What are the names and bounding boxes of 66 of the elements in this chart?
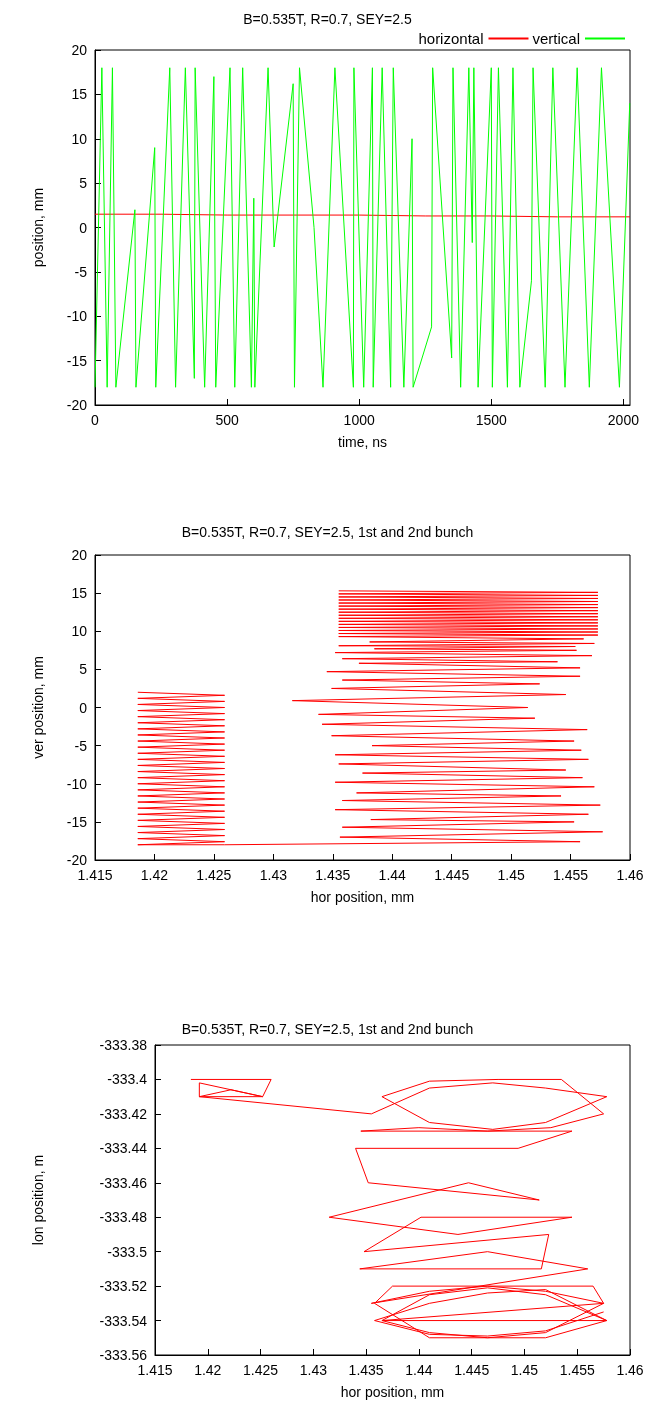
x-tick-label: 1.425 <box>243 1362 279 1378</box>
x-tick-label: 1.45 <box>497 867 525 883</box>
y-tick-label: -333.52 <box>99 1278 148 1295</box>
x-tick-label: 1.455 <box>559 1362 595 1378</box>
y-tick-label: 5 <box>79 661 88 678</box>
y-axis-title: position, mm <box>30 187 46 268</box>
y-tick-label: -333.54 <box>99 1312 148 1329</box>
y-tick-label: -20 <box>66 397 88 413</box>
x-tick-label: 1.455 <box>553 867 589 883</box>
y-tick-label: -10 <box>66 308 88 325</box>
y-tick-label: -333.5 <box>107 1243 148 1260</box>
x-tick-label: 1500 <box>475 412 508 428</box>
y-tick-label: 0 <box>79 219 88 236</box>
y-tick-label: -15 <box>66 813 88 830</box>
y-tick-label: -333.4 <box>107 1071 148 1088</box>
x-tick-label: 1.42 <box>194 1362 222 1378</box>
chart-title: B=0.535T, R=0.7, SEY=2.5, 1st and 2nd bunch <box>181 1021 474 1037</box>
y-axis-title: lon position, m <box>30 1154 46 1246</box>
y-tick-label: -333.48 <box>99 1209 148 1226</box>
x-tick-label: 1.445 <box>454 1362 490 1378</box>
y-tick-label: -333.46 <box>99 1174 148 1191</box>
x-tick-label: 1.435 <box>348 1362 384 1378</box>
chart-title: B=0.535T, R=0.7, SEY=2.5, 1st and 2nd bunch <box>181 524 474 540</box>
y-tick-label: -10 <box>66 775 88 792</box>
y-tick-label: 5 <box>79 175 88 192</box>
legend-label: vertical <box>532 30 580 47</box>
x-axis-title: time, ns <box>337 434 388 450</box>
y-tick-label: -333.56 <box>99 1347 148 1363</box>
x-tick-label: 1000 <box>343 412 375 428</box>
chart-title: B=0.535T, R=0.7, SEY=2.5 <box>243 11 412 27</box>
x-tick-label: 1.44 <box>378 867 407 883</box>
y-tick-label: -5 <box>74 737 88 754</box>
x-tick-label: 1.45 <box>510 1362 539 1378</box>
x-tick-label: 1.46 <box>616 867 644 883</box>
y-tick-label: 20 <box>71 547 88 563</box>
y-tick-label: -5 <box>74 263 88 280</box>
x-tick-label: 2000 <box>607 412 640 428</box>
x-tick-label: 1.425 <box>196 867 232 883</box>
y-tick-label: 15 <box>71 86 88 103</box>
x-tick-label: 1.42 <box>140 867 169 883</box>
x-tick-label: 1.445 <box>434 867 470 883</box>
x-axis-title: hor position, mm <box>340 1384 445 1400</box>
legend-label: horizontal <box>418 30 484 47</box>
x-tick-label: 1.435 <box>315 867 351 883</box>
x-tick-label: 1.415 <box>137 1362 173 1378</box>
y-tick-label: -333.42 <box>99 1105 148 1122</box>
line-series <box>137 590 604 846</box>
x-tick-label: 1.43 <box>299 1362 328 1378</box>
y-tick-label: -20 <box>66 852 88 868</box>
y-tick-label: -333.38 <box>99 1037 148 1053</box>
y-tick-label: 15 <box>71 585 88 602</box>
x-tick-label: 1.415 <box>77 867 113 883</box>
x-tick-label: 1.44 <box>405 1362 433 1378</box>
y-tick-label: 20 <box>71 42 88 58</box>
y-axis-title: ver position, mm <box>30 656 46 759</box>
y-tick-label: -333.44 <box>99 1140 148 1157</box>
x-tick-label: 1.43 <box>259 867 288 883</box>
x-tick-label: 500 <box>215 412 239 428</box>
y-tick-label: -15 <box>66 352 88 369</box>
line-series <box>94 67 631 388</box>
x-axis-title: hor position, mm <box>310 889 415 905</box>
x-tick-label: 1.46 <box>616 1362 644 1378</box>
y-tick-label: 10 <box>71 130 88 147</box>
y-tick-label: 0 <box>79 699 88 716</box>
line-series <box>190 1078 608 1339</box>
y-tick-label: 10 <box>71 623 88 640</box>
